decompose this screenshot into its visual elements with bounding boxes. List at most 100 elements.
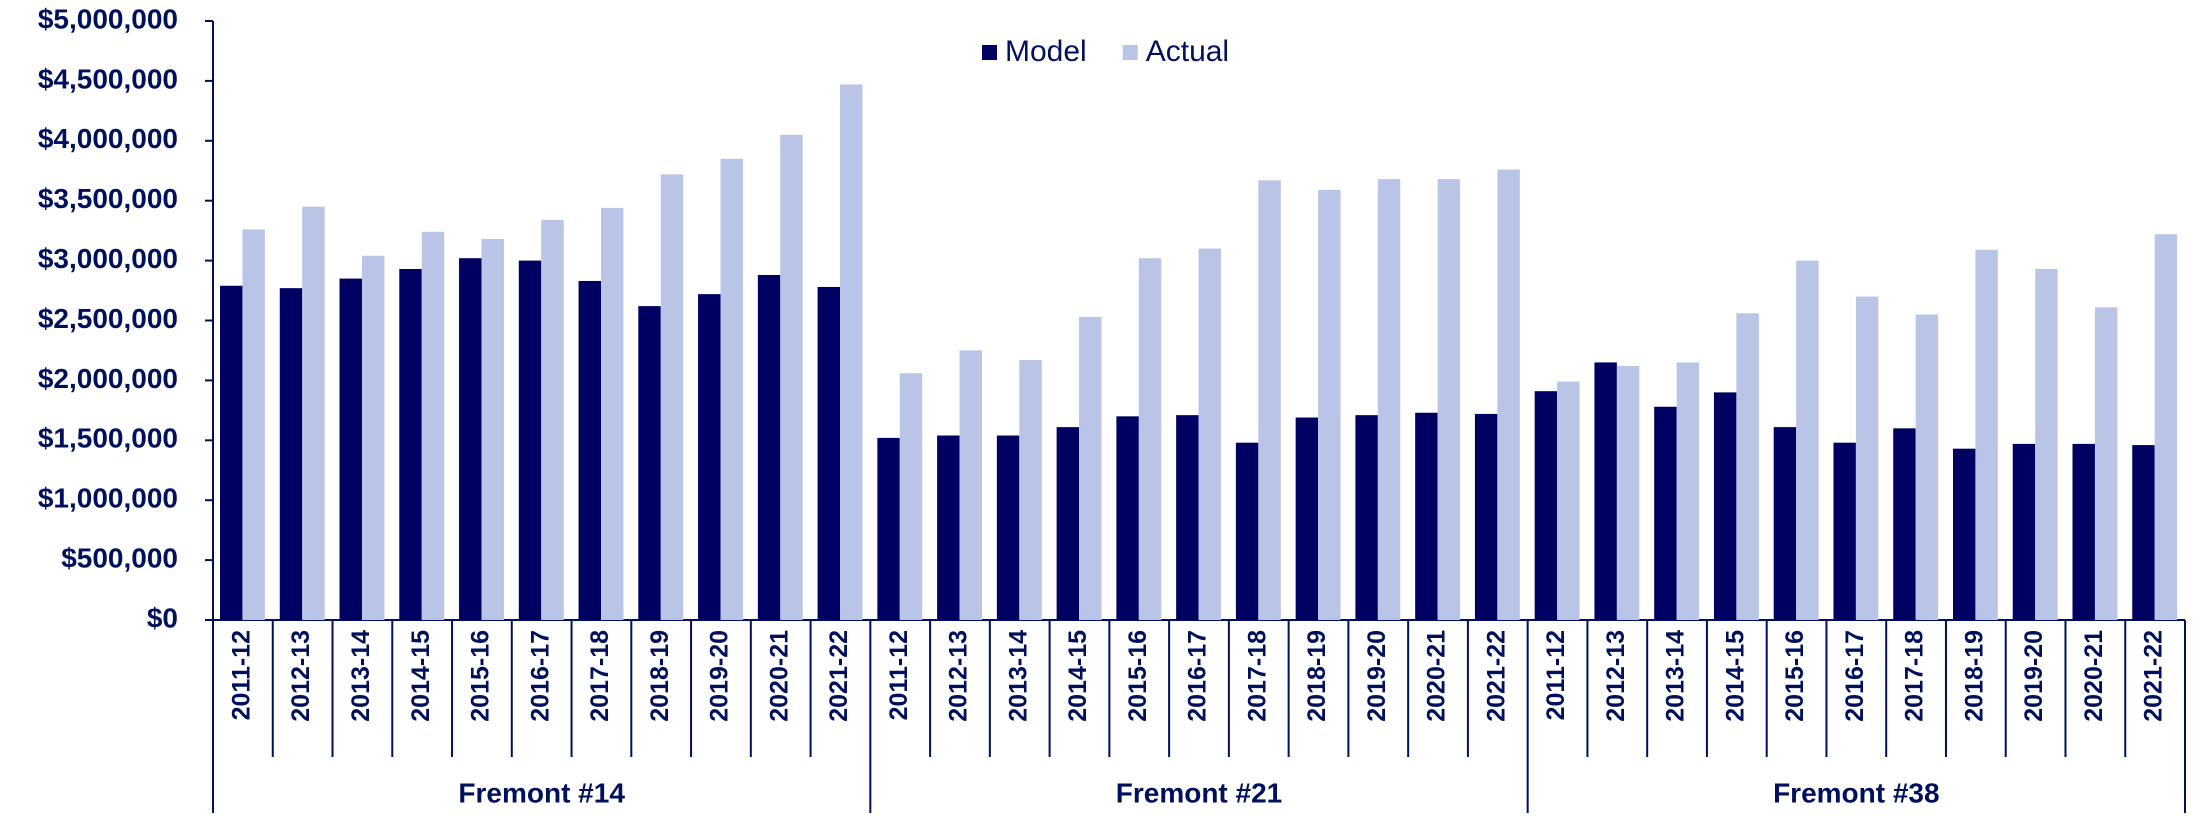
bar: [1176, 415, 1199, 620]
bar: [601, 207, 624, 620]
bar: [302, 206, 325, 620]
bar: [1975, 249, 1998, 620]
x-tick-label: 2011-12: [1542, 630, 1570, 720]
bar: [1198, 248, 1222, 620]
bar: [1415, 412, 1438, 620]
x-tick-label: 2019-20: [706, 630, 734, 722]
bar: [1116, 416, 1139, 620]
y-tick-label: $1,000,000: [38, 483, 178, 514]
x-tick-label: 2012-13: [287, 630, 315, 722]
x-tick-label: 2015-16: [1781, 630, 1809, 722]
bar: [1534, 391, 1558, 620]
y-tick-label: $4,000,000: [38, 123, 178, 154]
bar: [1377, 179, 1401, 621]
bar: [1796, 260, 1819, 620]
legend-swatch: [1122, 45, 1138, 60]
x-tick-label: 2019-20: [1363, 630, 1391, 722]
bar: [541, 219, 564, 621]
bar: [2132, 445, 2155, 620]
bar: [1855, 296, 1879, 620]
bar: [1355, 415, 1378, 620]
x-tick-label: 2017-18: [1901, 630, 1929, 722]
bar: [1713, 392, 1737, 620]
y-tick-label: $4,500,000: [38, 63, 178, 94]
bar: [959, 350, 982, 620]
x-tick-label: 2021-22: [1482, 630, 1510, 722]
y-tick-label: $3,500,000: [38, 183, 178, 214]
bar: [279, 288, 303, 620]
x-tick-label: 2013-14: [1004, 630, 1032, 722]
bar: [1773, 427, 1797, 620]
x-tick-label: 2017-18: [1243, 630, 1271, 722]
bar: [1594, 362, 1617, 620]
group-label: Fremont #21: [1116, 777, 1283, 808]
x-tick-label: 2014-15: [407, 630, 435, 722]
bar: [1019, 360, 1042, 620]
bar: [780, 134, 803, 620]
y-tick-label: $500,000: [61, 542, 178, 573]
bar: [1557, 381, 1580, 620]
bar: [1736, 313, 1759, 620]
bar: [578, 280, 602, 620]
bar: [1437, 179, 1461, 621]
bar: [660, 174, 684, 620]
x-tick-label: 2019-20: [2020, 630, 2048, 722]
bar: [481, 239, 504, 620]
y-tick-label: $5,000,000: [38, 3, 178, 34]
x-tick-label: 2017-18: [586, 630, 614, 722]
x-tick-label: 2018-19: [646, 630, 674, 722]
bar: [459, 258, 482, 620]
bar: [1893, 428, 1916, 620]
x-tick-label: 2020-21: [2080, 630, 2108, 722]
legend-label: Model: [1005, 35, 1087, 68]
legend-swatch: [982, 45, 997, 60]
group-label: Fremont #38: [1773, 777, 1940, 808]
x-tick-label: 2015-16: [467, 630, 495, 722]
y-tick-label: $2,500,000: [38, 303, 178, 334]
x-tick-label: 2021-22: [2140, 630, 2168, 722]
bar: [1654, 406, 1677, 620]
bar: [1295, 417, 1319, 620]
bar: [361, 255, 385, 621]
bar: [817, 286, 841, 620]
bar: [339, 278, 362, 620]
bar: [2094, 307, 2118, 620]
bar: [1676, 362, 1700, 620]
x-tick-label: 2013-14: [1662, 630, 1690, 722]
x-tick-label: 2016-17: [1184, 630, 1212, 722]
bar: [1056, 427, 1080, 620]
bar: [1474, 413, 1498, 620]
y-tick-label: $1,500,000: [38, 423, 178, 454]
bar: [1833, 442, 1856, 620]
bar: [1138, 258, 1162, 620]
bar: [399, 268, 422, 620]
bar: [421, 231, 445, 620]
bar: [2072, 443, 2095, 620]
x-tick-label: 2021-22: [825, 630, 853, 722]
bar: [638, 306, 661, 620]
bar: [996, 435, 1020, 620]
bar: [757, 274, 781, 620]
x-tick-label: 2016-17: [526, 630, 554, 722]
y-tick-label: $3,000,000: [38, 243, 178, 274]
bar: [1235, 442, 1259, 620]
x-tick-label: 2012-13: [1602, 630, 1630, 722]
bar: [720, 158, 743, 620]
bar: [937, 435, 960, 620]
bar: [1497, 169, 1520, 620]
bar: [840, 84, 863, 620]
bar: [1318, 189, 1341, 620]
group-label: Fremont #14: [458, 777, 625, 808]
bar: [877, 437, 900, 620]
x-tick-label: 2020-21: [1423, 630, 1451, 722]
y-tick-label: $0: [147, 602, 178, 633]
bar: [698, 294, 721, 620]
bar: [2012, 443, 2036, 620]
bar: [2035, 268, 2058, 620]
x-tick-label: 2018-19: [1960, 630, 1988, 722]
x-tick-label: 2020-21: [765, 630, 793, 722]
bar: [518, 260, 542, 620]
bar: [1079, 316, 1102, 620]
bar: [2154, 234, 2178, 620]
